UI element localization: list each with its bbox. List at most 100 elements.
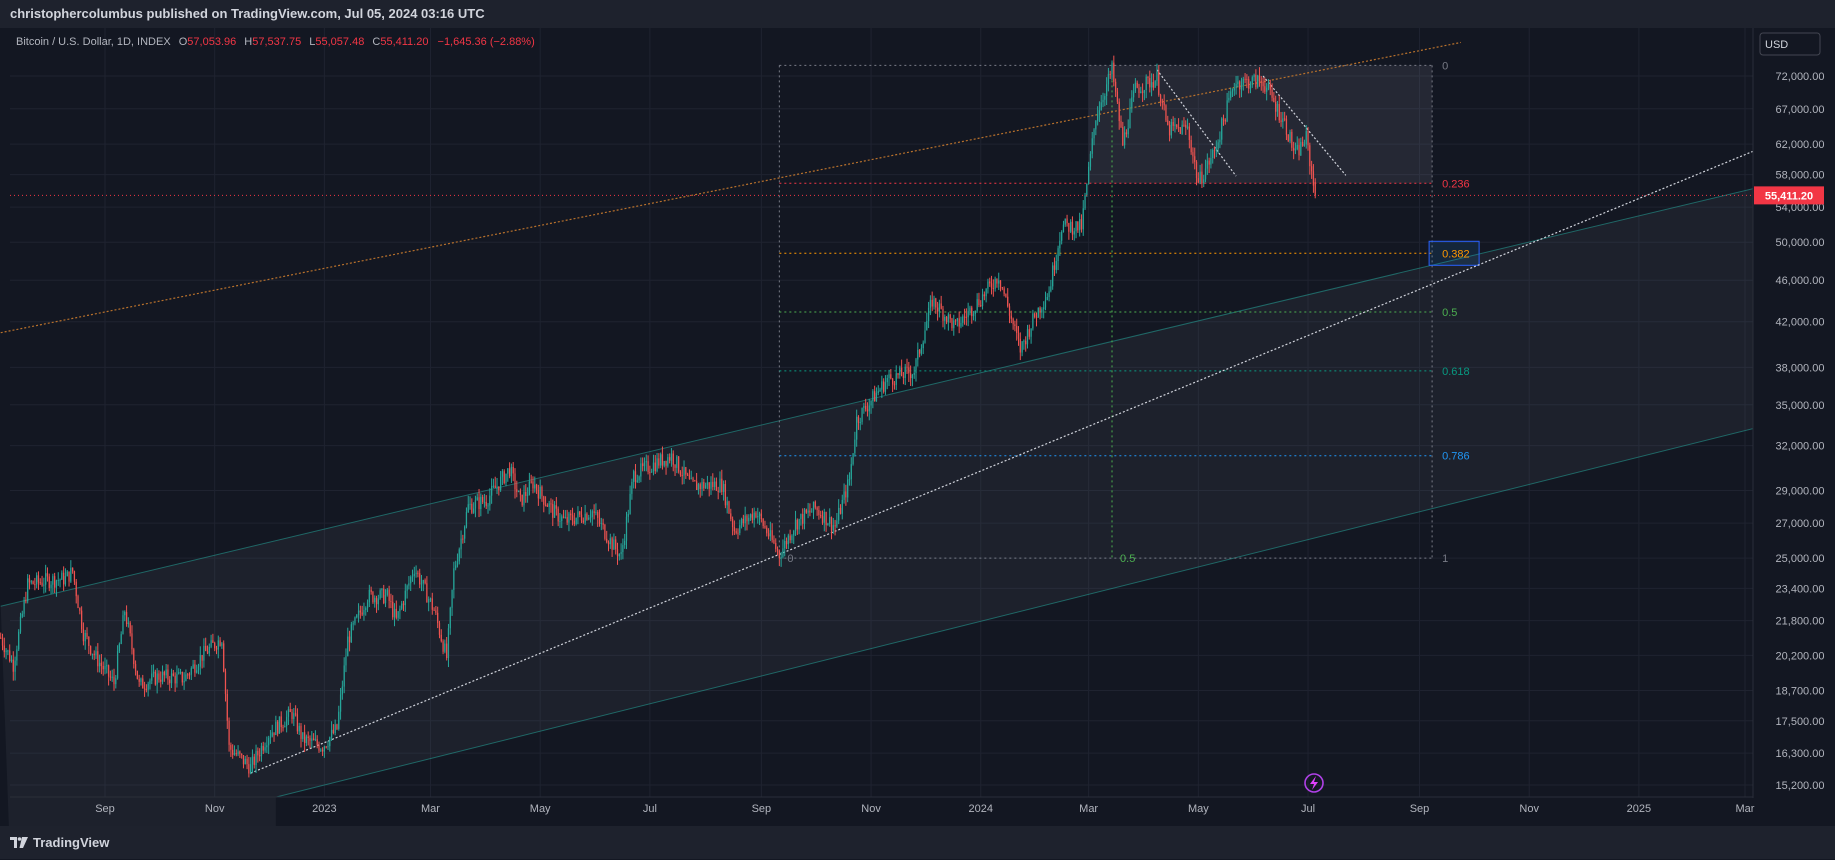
candle-body bbox=[642, 463, 644, 467]
candle-body bbox=[906, 366, 908, 368]
candle-body bbox=[969, 307, 971, 312]
candle-body bbox=[1159, 94, 1162, 102]
candle-body bbox=[374, 597, 376, 603]
currency-button[interactable]: USD bbox=[1759, 32, 1821, 56]
candle-body bbox=[1032, 313, 1034, 329]
candle-body bbox=[345, 656, 347, 666]
legend-high-value: 57,537.75 bbox=[252, 36, 301, 48]
candle-body bbox=[1221, 118, 1223, 140]
candle-body bbox=[377, 598, 379, 605]
candle-body bbox=[868, 405, 870, 412]
candle-body bbox=[282, 727, 284, 729]
candle-body bbox=[1014, 324, 1016, 327]
candle-body bbox=[275, 721, 277, 736]
candle-body bbox=[453, 568, 455, 590]
candle-body bbox=[848, 479, 851, 481]
price-tick-label: 27,000.00 bbox=[1776, 518, 1825, 530]
candle-body bbox=[66, 571, 68, 577]
candle-body bbox=[566, 517, 568, 523]
candle-body bbox=[1244, 78, 1246, 80]
candle-body bbox=[825, 511, 827, 526]
candle-body bbox=[740, 518, 743, 526]
candle-body bbox=[510, 466, 513, 477]
candle-body bbox=[987, 281, 989, 289]
candle-body bbox=[636, 480, 638, 482]
candle-body bbox=[778, 550, 780, 559]
candle-body bbox=[811, 511, 813, 513]
candle-body bbox=[1271, 89, 1273, 98]
candle-body bbox=[93, 653, 95, 656]
candle-body bbox=[631, 481, 633, 494]
candle-body bbox=[724, 484, 727, 506]
candle-body bbox=[1152, 82, 1155, 88]
candle-body bbox=[1237, 81, 1239, 85]
candle-body bbox=[1273, 97, 1275, 103]
candle-body bbox=[1172, 122, 1174, 126]
candle-body bbox=[697, 484, 700, 490]
candle-body bbox=[514, 473, 516, 490]
footer-bar: TradingView bbox=[0, 826, 1835, 859]
candle-body bbox=[1240, 85, 1243, 90]
candle-body bbox=[151, 673, 153, 681]
candle-body bbox=[395, 608, 397, 618]
candle-body bbox=[152, 671, 155, 674]
candle-body bbox=[1062, 224, 1065, 233]
candle-body bbox=[557, 508, 559, 522]
tradingview-logo[interactable]: TradingView bbox=[10, 826, 109, 859]
candle-body bbox=[1012, 318, 1014, 325]
candle-body bbox=[1041, 309, 1043, 313]
candle-body bbox=[568, 513, 570, 523]
candle-body bbox=[1122, 127, 1124, 146]
white-downtrend-2[interactable] bbox=[1262, 75, 1347, 176]
candle-body bbox=[490, 486, 493, 496]
price-chart[interactable]: 0 0.236 0.382 0.5 0.618 0.786 1 0 0.5 72,000.00 6… bbox=[0, 28, 1835, 826]
candle-body bbox=[61, 572, 63, 580]
candle-body bbox=[3, 645, 5, 653]
candle-body bbox=[924, 330, 926, 343]
grid bbox=[10, 28, 1753, 797]
candle-body bbox=[1170, 122, 1172, 136]
candle-body bbox=[838, 507, 840, 521]
candle-body bbox=[233, 753, 236, 755]
candle-body bbox=[483, 501, 486, 503]
candle-body bbox=[1120, 121, 1122, 128]
lightning-icon[interactable] bbox=[1304, 773, 1324, 793]
candle-body bbox=[63, 572, 65, 585]
candle-body bbox=[447, 628, 450, 659]
candle-body bbox=[348, 636, 351, 643]
candle-body bbox=[893, 384, 896, 386]
candle-body bbox=[1097, 114, 1099, 121]
candle-body bbox=[352, 623, 354, 625]
fib-bottom-label-mid: 0.5 bbox=[1120, 553, 1135, 565]
candle-body bbox=[431, 598, 433, 610]
candle-body bbox=[573, 520, 575, 524]
candle-body bbox=[1046, 297, 1048, 301]
candle-body bbox=[1141, 91, 1144, 93]
candle-body bbox=[1149, 78, 1151, 88]
orange-upper-line[interactable] bbox=[0, 41, 1461, 334]
legend-symbol: Bitcoin / U.S. Dollar, 1D, INDEX bbox=[16, 36, 171, 48]
chart-frame[interactable]: 0 0.236 0.382 0.5 0.618 0.786 1 0 0.5 72,000.00 6… bbox=[0, 28, 1835, 826]
candle-body bbox=[478, 497, 480, 510]
candle-body bbox=[1239, 81, 1241, 90]
candle-body bbox=[695, 481, 698, 490]
candle-body bbox=[611, 538, 613, 550]
fib-level-highlight[interactable] bbox=[1428, 240, 1480, 266]
candle-body bbox=[334, 724, 336, 734]
candle-body bbox=[823, 511, 825, 523]
candle-body bbox=[142, 678, 144, 689]
candle-body bbox=[1293, 147, 1295, 151]
candle-body bbox=[1095, 120, 1097, 130]
candle-body bbox=[821, 516, 824, 523]
candle-body bbox=[746, 515, 748, 522]
candle-body bbox=[48, 576, 50, 588]
candle-body bbox=[595, 512, 597, 514]
candle-body bbox=[298, 725, 300, 732]
candle-body bbox=[244, 758, 246, 765]
candle-body bbox=[1186, 126, 1189, 128]
candle-body bbox=[620, 551, 622, 555]
candle-body bbox=[926, 321, 928, 331]
candle-body bbox=[88, 636, 90, 646]
candle-body bbox=[498, 486, 500, 491]
candle-body bbox=[1109, 73, 1111, 75]
